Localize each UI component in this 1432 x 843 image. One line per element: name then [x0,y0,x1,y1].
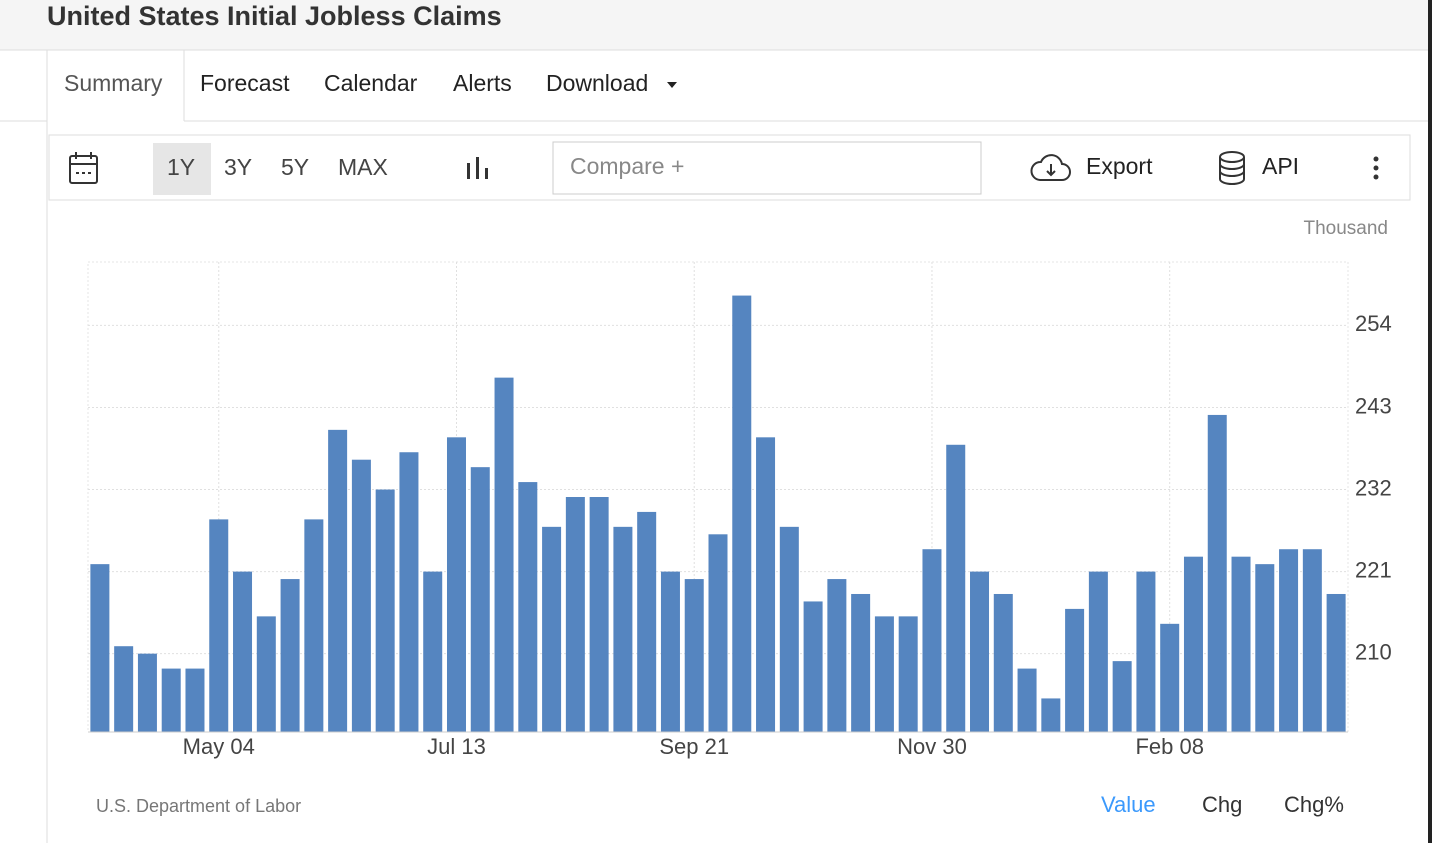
bar [209,519,229,732]
y-tick-label: 210 [1355,639,1392,664]
y-tick-label: 254 [1355,311,1392,336]
bar [161,668,181,732]
range-button[interactable]: 3Y [224,154,252,180]
bar [1160,623,1180,732]
bar [1326,593,1346,732]
unit-label: Thousand [1303,218,1388,239]
range-button[interactable]: 1Y [167,154,195,180]
bar [660,571,680,732]
bar [90,564,110,732]
toggle[interactable]: Value [1101,792,1156,817]
bar [874,616,894,732]
bar [185,668,205,732]
api-button[interactable]: API [1262,153,1299,179]
tab[interactable]: Download [546,70,648,96]
bar [1279,549,1299,732]
bar [446,437,466,732]
bar [114,646,134,732]
bar [732,295,752,732]
x-tick-label: Feb 08 [1135,734,1204,759]
bar [1136,571,1156,732]
bar [637,511,657,732]
bar [827,579,847,732]
bar [922,549,942,732]
dropdown-caret [667,82,677,88]
bar [970,571,990,732]
bar [1183,556,1203,732]
bar [589,497,609,732]
bar [756,437,776,732]
tab[interactable]: Forecast [200,70,290,96]
bar [684,579,704,732]
range-selected [153,143,211,195]
bar [1231,556,1251,732]
bar [470,467,490,732]
title-bar [0,0,1428,50]
bar [280,579,300,732]
more-menu[interactable] [1373,156,1379,180]
page-title: United States Initial Jobless Claims [47,1,502,31]
bar [542,526,562,732]
chart-type-icon[interactable] [467,157,488,179]
y-tick-label: 221 [1355,557,1392,582]
bar [137,653,157,732]
window-edge [1428,0,1432,843]
bar [494,377,514,732]
tab[interactable]: Summary [64,70,163,96]
tab[interactable]: Alerts [453,70,512,96]
export-icon[interactable] [1030,154,1071,181]
x-tick-label: Sep 21 [659,734,729,759]
bar [898,616,918,732]
x-tick-label: Nov 30 [897,734,967,759]
bar [1065,608,1085,732]
x-tick-label: Jul 13 [427,734,486,759]
bar [1088,571,1108,732]
y-tick-label: 243 [1355,393,1392,418]
bar [613,526,633,732]
bar [946,444,966,732]
compare-input[interactable] [552,141,982,195]
range-button[interactable]: 5Y [281,154,309,180]
bar [423,571,443,732]
compare-placeholder: Compare + [570,153,684,179]
range-button[interactable]: MAX [338,154,388,180]
bar [399,452,419,732]
bar [328,429,348,732]
bar [1017,668,1037,732]
bar [518,482,538,732]
bar [351,459,371,732]
bar [779,526,799,732]
bar [1207,414,1227,732]
calendar-icon[interactable] [69,152,98,184]
bar [375,489,395,732]
bar [1255,564,1275,732]
bar [993,593,1013,732]
bar [565,497,585,732]
tab-border [46,50,185,843]
bar [708,534,728,732]
bar [304,519,324,732]
bar [803,601,823,732]
toggle[interactable]: Chg% [1284,792,1344,817]
toggle[interactable]: Chg [1202,792,1242,817]
tab[interactable]: Calendar [324,70,418,96]
bar [233,571,253,732]
bar [1302,549,1322,732]
source: U.S. Department of Labor [96,796,301,816]
bar [1112,661,1132,732]
x-tick-label: May 04 [183,734,255,759]
export-button[interactable]: Export [1086,153,1153,179]
api-icon[interactable] [1219,151,1245,185]
bar [256,616,276,732]
bar [1041,698,1061,732]
y-tick-label: 232 [1355,475,1392,500]
bar [851,593,871,732]
plot-area: 210 221 232 243 254 May 04 Jul 13 Sep 21 Nov 30 F… [87,261,1392,759]
